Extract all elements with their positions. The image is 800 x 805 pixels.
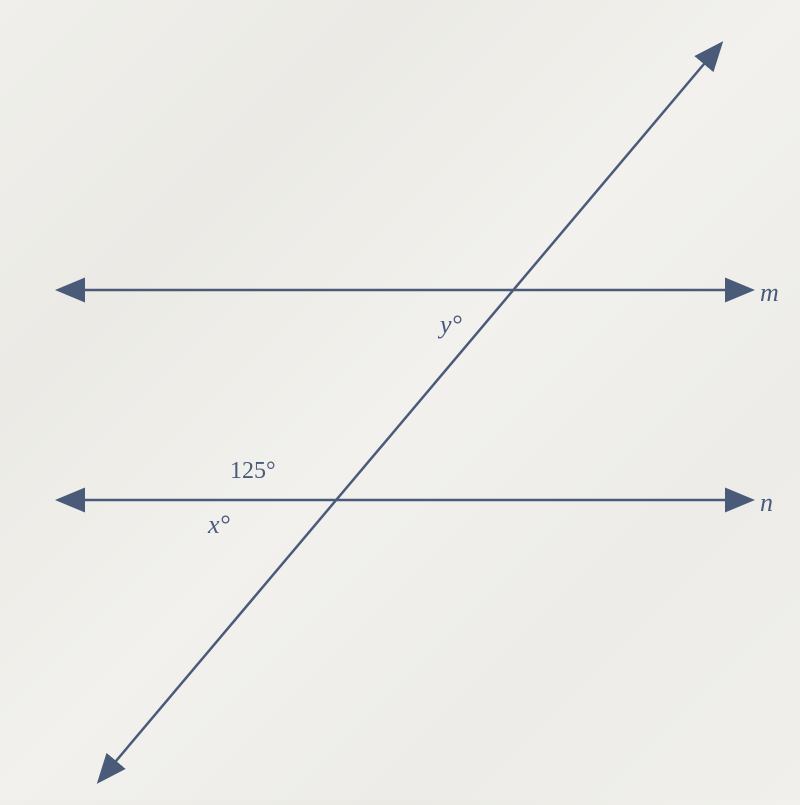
- line-transversal: [100, 45, 720, 780]
- label-line-n: n: [760, 488, 773, 518]
- angle-y: y°: [440, 310, 462, 340]
- diagram-svg: [0, 0, 800, 800]
- angle-x: x°: [208, 510, 230, 540]
- label-line-m: m: [760, 278, 779, 308]
- geometry-diagram: m n 125° y° x°: [0, 0, 800, 800]
- angle-125: 125°: [230, 458, 276, 485]
